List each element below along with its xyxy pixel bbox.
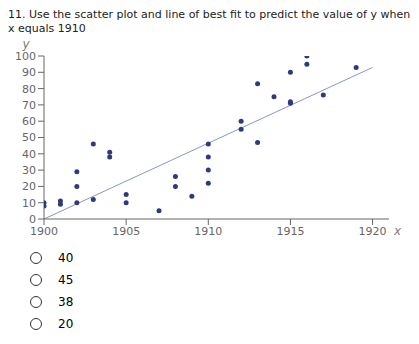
svg-text:70: 70 xyxy=(22,99,36,112)
html-text:40: 40 xyxy=(58,251,74,265)
html-text:11. Use the scatter plot and l: 11. Use the scatter plot and line of bes… xyxy=(8,8,411,35)
svg-text:1915: 1915 xyxy=(276,225,304,238)
svg-text:1910: 1910 xyxy=(194,225,222,238)
svg-text:50: 50 xyxy=(22,131,36,144)
svg-text:100: 100 xyxy=(15,50,36,63)
svg-text:90: 90 xyxy=(22,66,36,79)
svg-text:30: 30 xyxy=(22,164,36,177)
svg-text:1905: 1905 xyxy=(112,225,140,238)
svg-text:x: x xyxy=(393,224,402,238)
html-text:45: 45 xyxy=(58,273,74,287)
svg-text:20: 20 xyxy=(22,180,36,193)
svg-text:1920: 1920 xyxy=(359,225,387,238)
svg-text:0: 0 xyxy=(29,213,36,226)
svg-text:60: 60 xyxy=(22,115,36,128)
html-text:38: 38 xyxy=(58,295,74,309)
html-text:20: 20 xyxy=(58,317,74,331)
svg-text:1900: 1900 xyxy=(30,225,58,238)
svg-text:y: y xyxy=(21,38,30,51)
svg-text:40: 40 xyxy=(22,148,36,161)
svg-text:80: 80 xyxy=(22,83,36,96)
svg-text:10: 10 xyxy=(22,197,36,210)
